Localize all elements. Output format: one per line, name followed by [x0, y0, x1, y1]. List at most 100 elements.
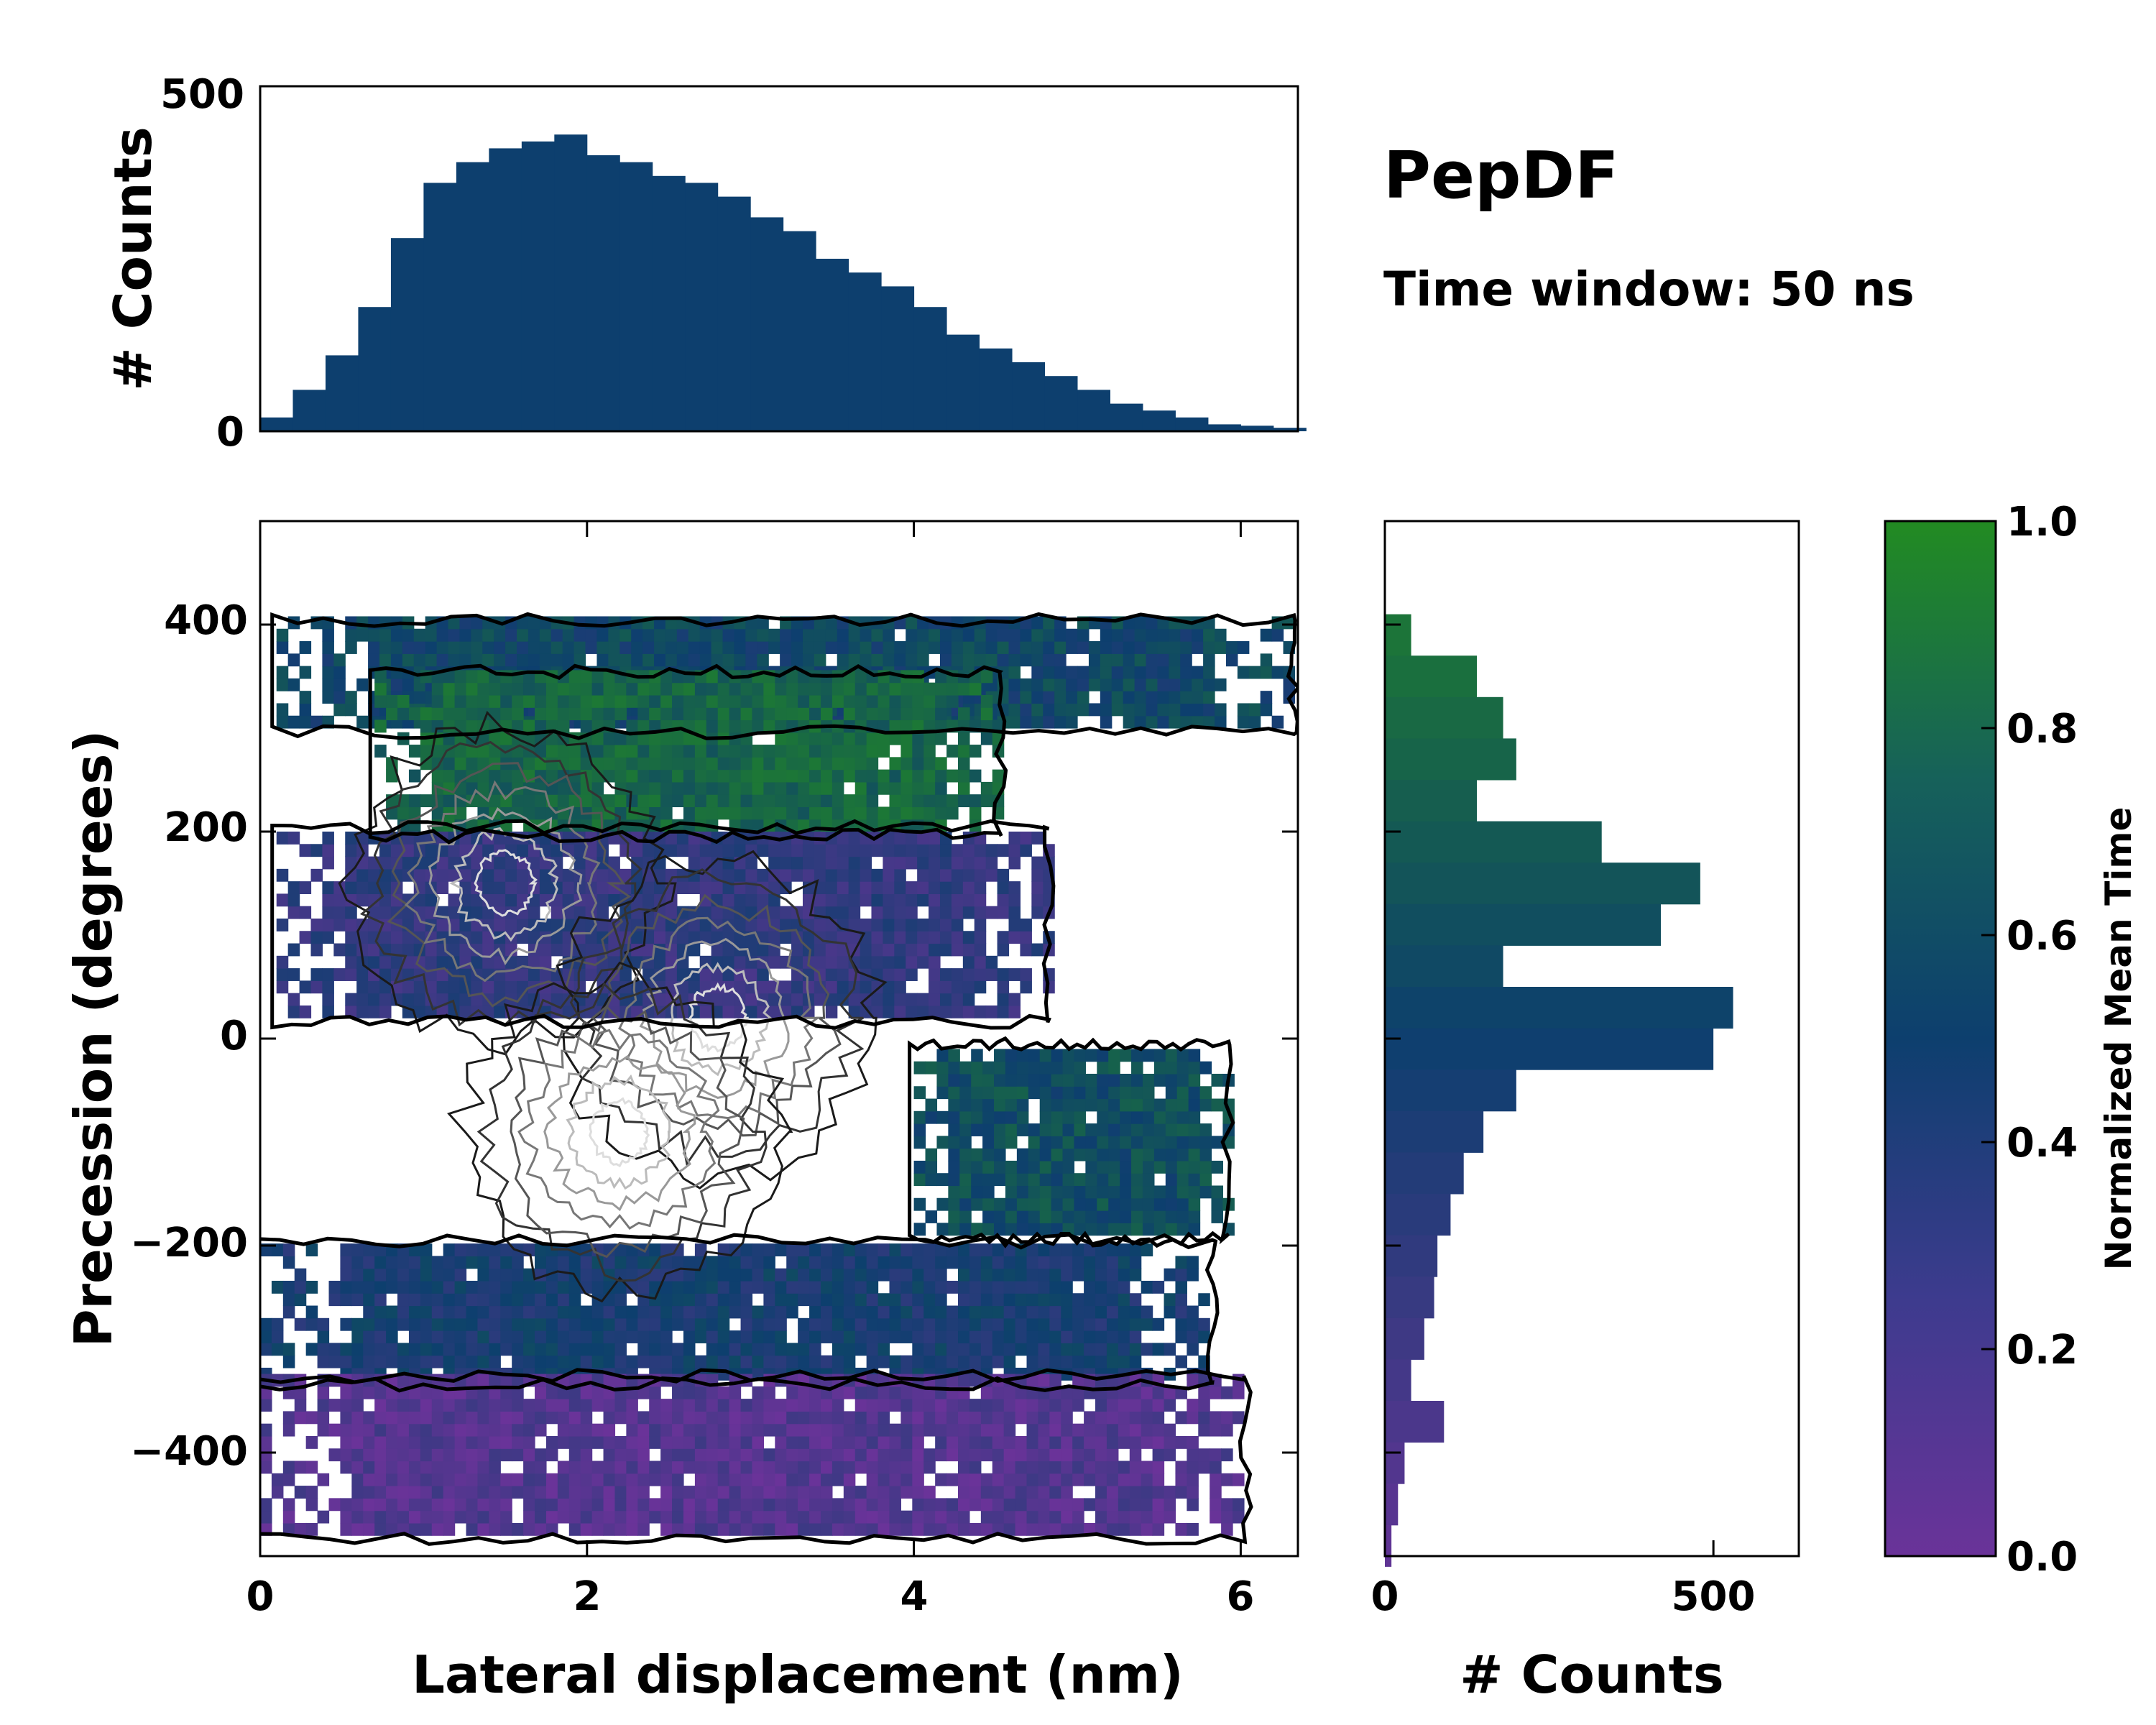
heatmap-cell: [729, 781, 742, 795]
heatmap-cell: [603, 1486, 616, 1499]
heatmap-cell: [305, 1305, 318, 1319]
heatmap-cell: [1221, 1522, 1233, 1536]
heatmap-cell: [1049, 1460, 1061, 1474]
heatmap-cell: [322, 931, 334, 944]
heatmap-cell: [443, 1256, 456, 1269]
heatmap-cell: [1020, 641, 1032, 654]
heatmap-cell: [883, 980, 895, 994]
colorbar-label: Normalized Mean Time: [2098, 807, 2139, 1271]
heatmap-cell: [900, 1522, 913, 1536]
heatmap-cell: [363, 1305, 375, 1319]
heatmap-cell: [489, 1460, 501, 1474]
heatmap-cell: [1085, 1136, 1097, 1149]
heatmap-cell: [340, 1293, 352, 1307]
heatmap-cell: [1106, 1498, 1119, 1512]
heatmap-cell: [477, 1473, 489, 1486]
top-histogram-bar: [619, 162, 653, 431]
heatmap-cell: [1028, 1049, 1041, 1062]
heatmap-cell: [505, 641, 517, 654]
heatmap-cell: [854, 757, 867, 770]
heatmap-cell: [946, 682, 959, 696]
heatmap-cell: [448, 980, 461, 994]
heatmap-cell: [420, 1343, 433, 1356]
right-histogram-bar: [1385, 1401, 1445, 1443]
heatmap-cell: [757, 918, 769, 932]
heatmap-cell: [683, 1460, 696, 1474]
heatmap-cell: [626, 1510, 638, 1524]
heatmap-cell: [906, 856, 918, 870]
heatmap-cell: [672, 1435, 684, 1449]
heatmap-cell: [1051, 1185, 1064, 1199]
heatmap-cell: [1187, 1305, 1199, 1319]
heatmap-cell: [386, 1473, 398, 1486]
heatmap-cell: [1026, 1460, 1039, 1474]
heatmap-cell: [512, 1473, 524, 1486]
heatmap-cell: [729, 1280, 742, 1294]
heatmap-cell: [489, 1343, 501, 1356]
heatmap-cell: [752, 794, 764, 808]
heatmap-cell: [1095, 1256, 1107, 1269]
heatmap-cell: [688, 881, 701, 894]
heatmap-cell: [1008, 678, 1021, 691]
heatmap-cell: [1120, 1086, 1132, 1100]
heatmap-cell: [580, 682, 593, 696]
heatmap-cell: [1061, 1293, 1073, 1307]
heatmap-cell: [843, 769, 856, 783]
heatmap-cell: [1061, 1423, 1073, 1437]
heatmap-cell: [894, 832, 906, 845]
heatmap-cell: [1095, 1473, 1107, 1486]
heatmap-cell: [603, 1510, 616, 1524]
heatmap-cell: [535, 707, 547, 721]
heatmap-cell: [786, 1522, 798, 1536]
heatmap-cell: [889, 694, 902, 708]
heatmap-cell: [706, 707, 719, 721]
heatmap-cell: [431, 1510, 444, 1524]
heatmap-cell: [740, 769, 753, 783]
heatmap-cell: [459, 968, 471, 981]
heatmap-cell: [843, 682, 856, 696]
heatmap-cell: [688, 628, 701, 642]
heatmap-cell: [717, 1411, 730, 1425]
heatmap-cell: [1134, 715, 1147, 729]
heatmap-cell: [1095, 1355, 1107, 1368]
heatmap-cell: [1141, 1522, 1153, 1536]
heatmap-cell: [665, 968, 678, 981]
heatmap-cell: [1061, 1305, 1073, 1319]
heatmap-cell: [688, 844, 701, 857]
heatmap-cell: [694, 719, 707, 733]
heatmap-cell: [1020, 918, 1032, 932]
heatmap-cell: [985, 868, 998, 882]
heatmap-cell: [854, 1343, 867, 1356]
heatmap-cell: [814, 918, 826, 932]
heatmap-cell: [997, 844, 1010, 857]
heatmap-cell: [982, 1073, 995, 1087]
heatmap-cell: [959, 1123, 972, 1136]
heatmap-cell: [1199, 1185, 1212, 1199]
heatmap-cell: [912, 1280, 924, 1294]
heatmap-cell: [1008, 968, 1021, 981]
heatmap-cell: [860, 955, 872, 969]
heatmap-cell: [843, 1411, 856, 1425]
heatmap-cell: [1134, 616, 1147, 630]
heatmap-cell: [786, 1280, 798, 1294]
heatmap-cell: [729, 1268, 742, 1282]
heatmap-cell: [545, 1256, 558, 1269]
heatmap-cell: [1141, 1280, 1153, 1294]
heatmap-cell: [1074, 1110, 1086, 1124]
heatmap-cell: [1180, 678, 1192, 691]
heatmap-cell: [1176, 1185, 1189, 1199]
heatmap-cell: [802, 641, 815, 654]
heatmap-cell: [374, 1460, 387, 1474]
heatmap-cell: [454, 1460, 467, 1474]
heatmap-cell: [535, 1522, 547, 1536]
main-ylabel: Precession (degrees): [63, 730, 124, 1348]
heatmap-cell: [923, 707, 936, 721]
heatmap-cell: [626, 1460, 638, 1474]
heatmap-cell: [500, 707, 512, 721]
heatmap-cell: [906, 653, 918, 667]
heatmap-cell: [608, 641, 620, 654]
heatmap-cell: [734, 893, 746, 907]
heatmap-cell: [1180, 715, 1192, 729]
heatmap-cell: [305, 1411, 318, 1425]
heatmap-cell: [894, 641, 906, 654]
